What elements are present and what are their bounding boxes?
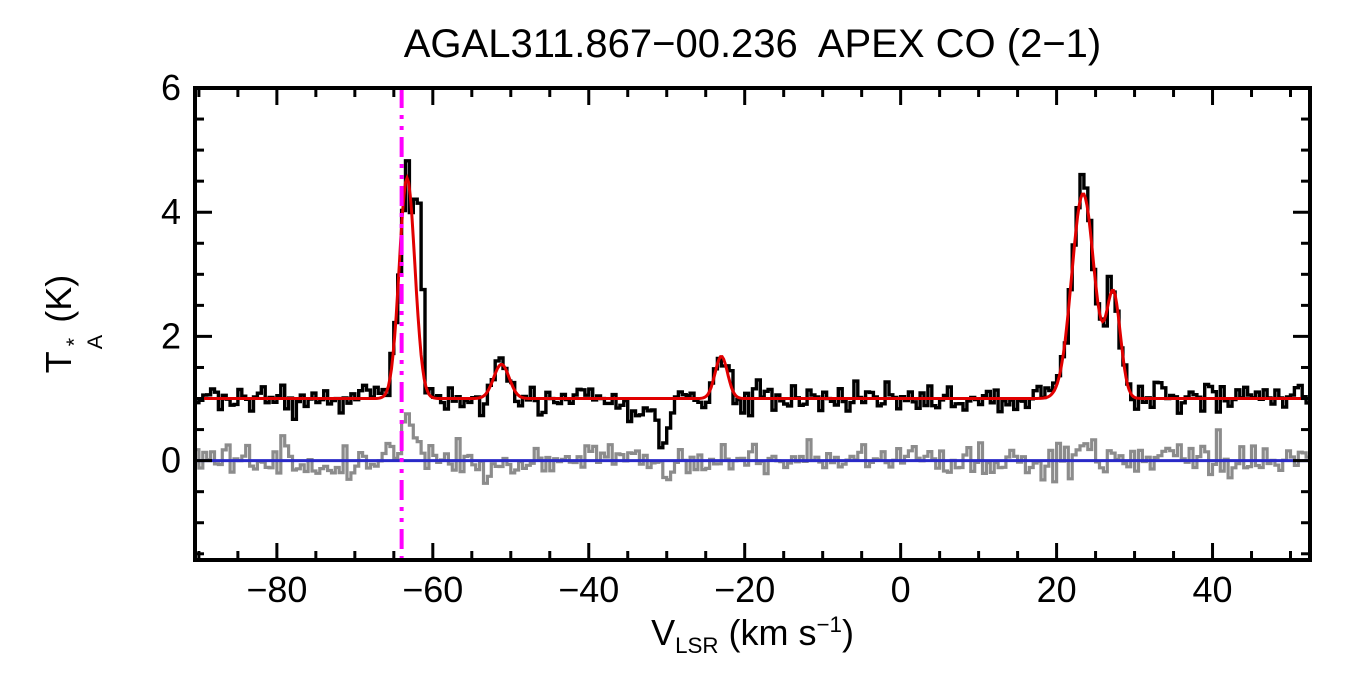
- x-tick-label: −60: [402, 569, 463, 610]
- y-axis-superscript: *: [60, 337, 86, 347]
- chart-title: AGAL311.867−00.236 APEX CO (2−1): [403, 22, 1102, 66]
- data-layer: [195, 88, 1310, 560]
- y-tick-label: 6: [161, 67, 181, 108]
- y-axis-unit: (K): [38, 274, 80, 323]
- x-axis-label: VLSR (km s−1): [195, 612, 1310, 659]
- x-axis-unit-pre: (km s: [728, 612, 817, 653]
- x-axis-symbol: V: [651, 612, 676, 653]
- x-axis-exponent: −1: [816, 612, 842, 637]
- y-axis-supsub: * A: [60, 334, 108, 350]
- x-tick-label: 0: [891, 569, 911, 610]
- x-axis-unit-post: ): [841, 612, 854, 653]
- y-axis-symbol: T: [38, 351, 80, 374]
- plot-frame: [193, 86, 1312, 562]
- spectrum-histogram: [195, 159, 1310, 450]
- x-tick-label: 40: [1193, 569, 1233, 610]
- x-tick-label: −40: [558, 569, 619, 610]
- y-axis-label: T * A (K): [38, 274, 108, 374]
- y-axis-subscript: A: [82, 334, 108, 350]
- gaussian-fit-curve: [195, 173, 1310, 400]
- x-tick-label: 20: [1037, 569, 1077, 610]
- y-tick-label: 0: [161, 440, 181, 481]
- y-tick-label: 2: [161, 315, 181, 356]
- x-tick-label: −80: [246, 569, 307, 610]
- y-tick-label: 4: [161, 191, 181, 232]
- residual-histogram: [195, 412, 1310, 485]
- x-tick-label: −20: [714, 569, 775, 610]
- x-axis-subscript: LSR: [675, 633, 719, 659]
